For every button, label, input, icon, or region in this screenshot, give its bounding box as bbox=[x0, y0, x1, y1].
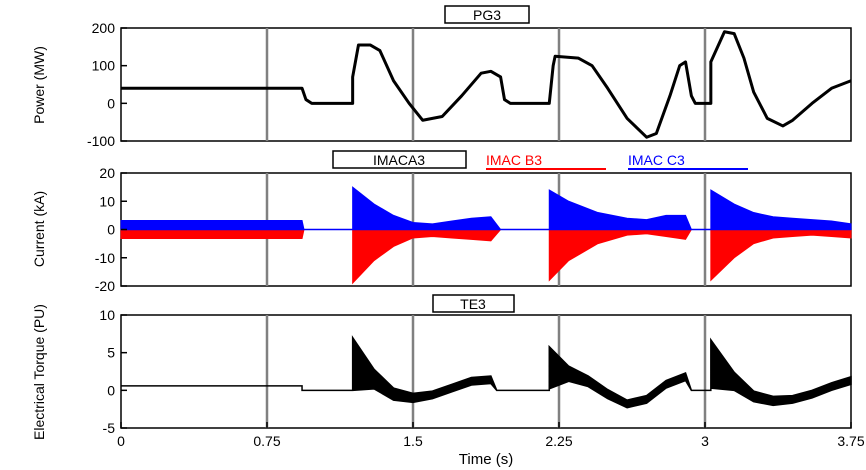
time-x-tick-label: 0.75 bbox=[253, 433, 280, 449]
current-y-axis-label: Current (kA) bbox=[31, 191, 47, 267]
power-panel: 200 100 0 -100 Power (MW) PG3 bbox=[31, 5, 852, 149]
torque-y-tick-label: -5 bbox=[103, 420, 116, 436]
time-x-tick-label: 3 bbox=[701, 433, 709, 449]
power-y-axis-label: Power (MW) bbox=[31, 46, 47, 124]
current-y-ticks: 20 10 0 -10 -20 bbox=[95, 165, 127, 294]
torque-y-tick-label: 0 bbox=[107, 382, 115, 398]
power-y-tick-label: -100 bbox=[87, 133, 115, 149]
current-y-tick-label: 10 bbox=[99, 193, 115, 209]
power-y-ticks: 200 100 0 -100 bbox=[87, 20, 127, 149]
power-title: PG3 bbox=[473, 7, 501, 23]
current-marks bbox=[120, 186, 852, 285]
current-y-tick-label: -10 bbox=[95, 250, 115, 266]
power-plot-area bbox=[120, 27, 852, 142]
torque-marks bbox=[121, 335, 852, 409]
current-y-tick-label: -20 bbox=[95, 278, 115, 294]
time-x-tick-label: 1.5 bbox=[403, 433, 423, 449]
time-x-tick-label: 2.25 bbox=[545, 433, 572, 449]
power-y-tick-label: 0 bbox=[107, 95, 115, 111]
power-title-box bbox=[444, 5, 530, 24]
legend-imaca3-label: IMACA3 bbox=[373, 152, 425, 168]
time-x-tick-label: 3.75 bbox=[837, 433, 864, 449]
current-y-tick-label: 0 bbox=[107, 222, 115, 238]
series-imac-c3-envelope bbox=[120, 186, 852, 230]
torque-y-tick-label: 5 bbox=[107, 345, 115, 361]
torque-title-box bbox=[432, 294, 515, 313]
torque-y-axis-label: Electrical Torque (PU) bbox=[31, 304, 47, 440]
power-y-tick-label: 100 bbox=[92, 58, 116, 74]
legend-imacb3-label: IMAC B3 bbox=[486, 152, 542, 168]
torque-plot-area bbox=[120, 314, 852, 429]
torque-y-tick-label: 10 bbox=[99, 307, 115, 323]
power-grid bbox=[265, 28, 707, 141]
time-x-tick-label: 0 bbox=[117, 433, 125, 449]
power-y-tick-label: 200 bbox=[92, 20, 116, 36]
time-x-ticks: 0 0.75 1.5 2.25 3 3.75 bbox=[117, 422, 865, 449]
series-pg3-line bbox=[121, 30, 852, 139]
series-imac-b3-envelope bbox=[120, 229, 852, 285]
power-marks bbox=[121, 30, 852, 139]
legend-imacc3-label: IMAC C3 bbox=[628, 152, 685, 168]
series-te3-band bbox=[121, 335, 852, 409]
time-x-axis-label: Time (s) bbox=[459, 451, 513, 468]
torque-title: TE3 bbox=[460, 296, 486, 312]
torque-y-ticks: 10 5 0 -5 bbox=[99, 307, 127, 436]
current-y-tick-label: 20 bbox=[99, 165, 115, 181]
legend-imaca3-box bbox=[332, 150, 467, 169]
